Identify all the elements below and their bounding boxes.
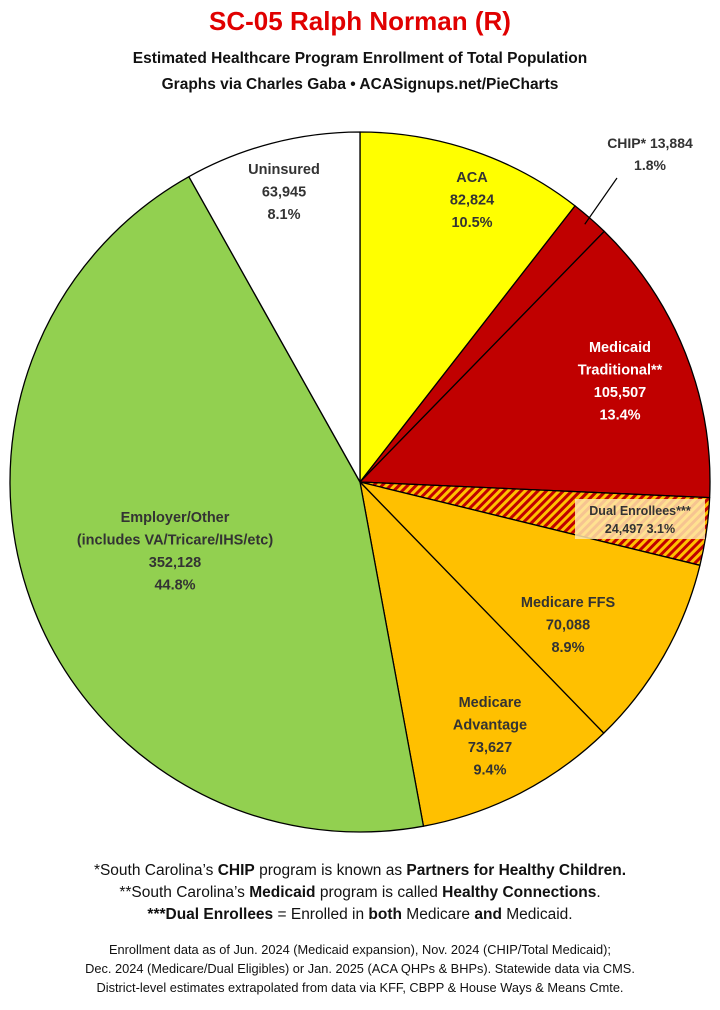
pie-slice-medicaid [359,230,711,499]
slice-label-medicare-ffs-name-1: Medicare FFS [521,595,616,611]
slice-label-medicare-name-1: Medicare [459,695,522,711]
slice-label-uninsured-name-1: Uninsured [248,162,320,178]
source-line-3: District-level estimates extrapolated fr… [96,980,624,995]
slice-label-aca-percent: 10.5% [451,215,492,231]
slice-label-medicare-value: 73,627 [468,740,512,756]
slice-label-uninsured-percent: 8.1% [267,207,300,223]
source-line-1: Enrollment data as of Jun. 2024 (Medicai… [109,942,611,957]
slice-label-chip-13-884-percent: 1.8% [634,157,666,173]
slice-label-dual-enrollees-name: Dual Enrollees*** [589,504,691,518]
footnote-medicaid: **South Carolina’s Medicaid program is c… [119,884,601,901]
chip-leader-line [584,177,618,225]
chart-credit: Graphs via Charles Gaba • ACASignups.net… [161,76,559,93]
pie-slice-medicare [359,481,605,827]
slice-label-medicare-percent: 9.4% [473,762,506,778]
pie-chart: ACA 82,824 10.5% CHIP* 13,884 1.8% Medicaid Tr… [9,131,711,833]
footnote-dual: ***Dual Enrollees = Enrolled in both Med… [147,906,573,923]
chart-subtitle: Estimated Healthcare Program Enrollment … [132,50,588,67]
source-line-2: Dec. 2024 (Medicare/Dual Eligibles) or J… [85,961,635,976]
chart-title: SC-05 Ralph Norman (R) [209,6,511,36]
slice-label-aca-name-1: ACA [456,170,488,186]
slice-label-employer-other-name-1: Employer/Other [121,510,230,526]
slice-label-medicaid-value: 105,507 [594,385,646,401]
slice-label-uninsured-value: 63,945 [262,184,306,200]
slice-label-medicare-ffs-percent: 8.9% [551,640,584,656]
pie-slice-aca [359,131,576,483]
slice-label-medicare-ffs-value: 70,088 [546,617,590,633]
slice-label-employer-other-percent: 44.8% [154,577,195,593]
source-notes: Enrollment data as of Jun. 2024 (Medicai… [0,940,720,997]
slice-label-medicaid-name-1: Medicaid [589,340,651,356]
slice-label-employer-other-name-2: (includes VA/Tricare/IHS/etc) [77,532,274,548]
footnote-chip: *South Carolina’s CHIP program is known … [93,862,627,879]
slice-label-chip-13-884-name: CHIP* 13,884 [607,135,693,151]
pie-slice-medicare-ffs [359,481,701,734]
slice-label-dual-enrollees-box [575,499,705,539]
slice-label-medicaid-percent: 13.4% [599,407,640,423]
slice-label-employer-other-value: 352,128 [149,555,201,571]
pie-slice-uninsured [188,131,361,483]
footnotes: *South Carolina’s CHIP program is known … [0,860,720,926]
slice-label-medicare-name-2: Advantage [453,717,527,733]
slice-label-aca-value: 82,824 [450,192,494,208]
pie-slice-employer-other [9,176,425,833]
slice-label-dual-enrollees-value: 24,497 3.1% [605,522,675,536]
slice-label-medicaid-name-2: Traditional** [578,362,663,378]
